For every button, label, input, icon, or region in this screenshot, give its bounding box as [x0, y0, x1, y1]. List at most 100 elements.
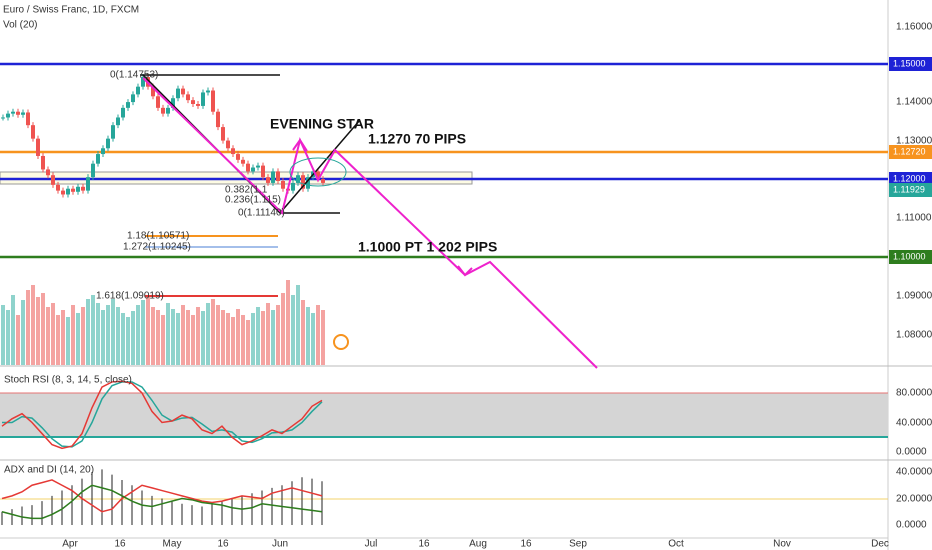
adx-axis-label: 20.0000: [896, 494, 932, 505]
candle: [181, 88, 185, 95]
candle: [261, 165, 265, 178]
volume-bar: [176, 313, 180, 365]
drawings: [140, 74, 598, 369]
fib-label: 0.236(1.115): [225, 195, 281, 206]
level-tag: [889, 145, 932, 159]
candle: [11, 111, 15, 114]
price-label: 1.08000: [896, 330, 932, 341]
candle: [316, 171, 320, 180]
candle: [241, 159, 245, 164]
adx-axis-label: 0.0000: [896, 520, 927, 531]
candle: [231, 148, 235, 155]
candle: [271, 171, 275, 183]
volume-bar: [26, 290, 30, 365]
candle: [156, 96, 160, 108]
candle: [136, 86, 140, 95]
stoch-axis-label: 80.0000: [896, 388, 932, 399]
projection-arrow: [142, 77, 598, 369]
candle: [71, 188, 75, 192]
candle: [281, 181, 285, 189]
candle: [251, 167, 255, 172]
volume-bar: [146, 295, 150, 365]
candle: [111, 125, 115, 139]
trend-line: [279, 119, 361, 214]
volume-bar: [296, 285, 300, 365]
volume-bar: [6, 310, 10, 365]
candle: [126, 102, 130, 108]
level-tag: [889, 250, 932, 264]
candle: [191, 100, 195, 104]
candle: [36, 138, 40, 156]
candle: [141, 77, 145, 87]
candle: [196, 104, 200, 106]
volume-bar: [286, 280, 290, 365]
price-label: 1.11000: [896, 213, 932, 224]
candle: [266, 177, 270, 183]
time-label: Aug: [469, 539, 487, 550]
volume-bar: [211, 299, 215, 365]
candle: [101, 148, 105, 155]
stoch-d: [2, 381, 323, 448]
volume-bar: [266, 303, 270, 365]
volume-bar: [221, 310, 225, 365]
volume-bar: [181, 305, 185, 365]
volume-bar: [56, 315, 60, 365]
volume-bar: [151, 307, 155, 365]
volume-bar: [276, 305, 280, 365]
level-tag: [889, 183, 932, 197]
time-label: 16: [114, 539, 126, 550]
time-label: Dec: [871, 539, 889, 550]
price-label: 1.14000: [896, 97, 932, 108]
volume-bar: [261, 311, 265, 365]
volume-bar: [46, 307, 50, 365]
volume-bar: [156, 310, 160, 365]
candle: [61, 190, 65, 195]
candle: [291, 182, 295, 191]
candle: [41, 155, 45, 170]
volume-bar: [131, 311, 135, 365]
level-label: 1.15000: [893, 58, 926, 68]
candle: [256, 165, 260, 168]
fib-label: 0.382(1.1: [225, 185, 268, 196]
candle: [246, 163, 250, 172]
volume-bar: [166, 303, 170, 365]
volume-bar: [51, 303, 55, 365]
candle: [106, 138, 110, 149]
volume-label: Vol (20): [3, 20, 37, 31]
volume-bar: [111, 299, 115, 365]
candle: [91, 163, 95, 178]
stoch-axis-label: 40.0000: [896, 418, 932, 429]
volume-bar: [251, 313, 255, 365]
volume-bar: [106, 305, 110, 365]
candle: [276, 171, 280, 181]
fib-label: 1.272(1.10245): [123, 242, 191, 253]
volume-bar: [196, 307, 200, 365]
candle: [221, 127, 225, 141]
candle: [186, 94, 190, 101]
arrow-head: [457, 265, 473, 277]
highlight-ellipse: [289, 157, 347, 187]
volume-bar: [76, 313, 80, 365]
candle: [46, 169, 50, 176]
flag-icon: [333, 334, 349, 350]
volume-bar: [161, 315, 165, 365]
volume-bar: [191, 315, 195, 365]
stoch-band: [0, 393, 888, 437]
volume-bar: [216, 305, 220, 365]
stoch-k: [1, 380, 323, 450]
volume-bar: [116, 307, 120, 365]
volume-bar: [226, 313, 230, 365]
level-label: 1.10000: [893, 251, 926, 261]
volume-bar: [271, 310, 275, 365]
volume-bar: [41, 293, 45, 365]
volume-bar: [11, 295, 15, 365]
volume-bar: [281, 293, 285, 365]
volume-bar: [186, 310, 190, 365]
price-label: 1.09000: [896, 291, 932, 302]
candle: [86, 177, 90, 191]
candle: [306, 177, 310, 189]
candle: [171, 98, 175, 108]
candle: [6, 113, 10, 118]
